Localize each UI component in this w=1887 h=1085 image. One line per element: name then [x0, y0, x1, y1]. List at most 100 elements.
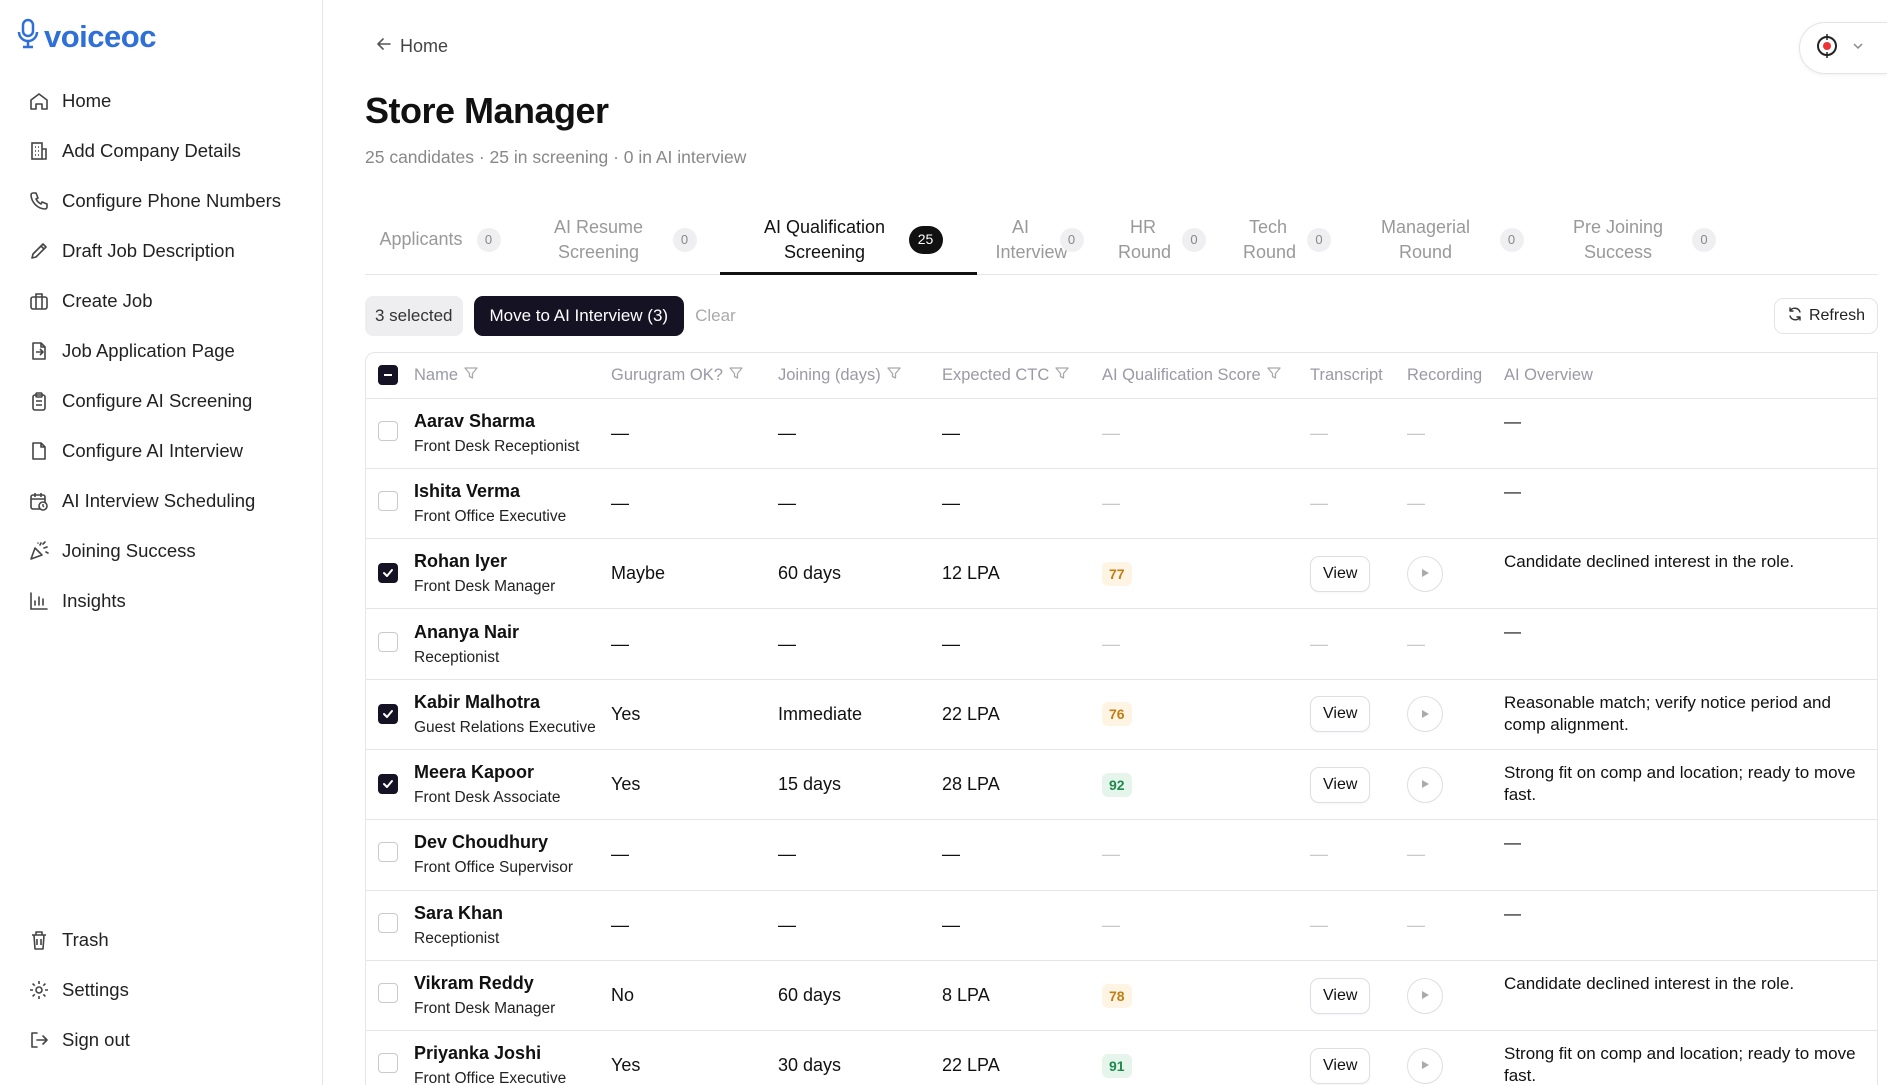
empty-transcript: —: [1310, 422, 1328, 443]
tab-count-badge: 0: [1059, 227, 1084, 252]
page-subtitle: 25 candidates · 25 in screening · 0 in A…: [365, 147, 747, 167]
candidate-name[interactable]: Vikram Reddy: [414, 973, 534, 994]
sidebar-item-sign-out[interactable]: Sign out: [0, 1015, 322, 1065]
sidebar-item-trash[interactable]: Trash: [0, 915, 322, 965]
sidebar-item-configure-ai-screening[interactable]: Configure AI Screening: [0, 376, 322, 426]
filter-icon[interactable]: [729, 366, 743, 385]
filter-icon[interactable]: [464, 366, 478, 385]
view-transcript-button[interactable]: View: [1310, 696, 1371, 733]
table-row[interactable]: Aarav Sharma Front Desk Receptionist — — — — —…: [366, 398, 1877, 469]
candidate-name[interactable]: Dev Choudhury: [414, 832, 549, 853]
play-recording-button[interactable]: [1407, 766, 1443, 803]
row-checkbox[interactable]: [378, 774, 398, 795]
play-recording-button[interactable]: [1407, 977, 1443, 1014]
candidate-name[interactable]: Aarav Sharma: [414, 410, 536, 431]
sidebar-item-draft-job-description[interactable]: Draft Job Description: [0, 226, 322, 276]
sidebar-item-insights[interactable]: Insights: [0, 576, 322, 626]
tab-ai-interview[interactable]: AI Interview 0: [977, 205, 1102, 274]
candidate-name[interactable]: Ishita Verma: [414, 480, 521, 501]
sidebar-item-joining-success[interactable]: Joining Success: [0, 526, 322, 576]
column-header-ai-overview: AI Overview: [1498, 353, 1877, 398]
candidate-name[interactable]: Sara Khan: [414, 902, 504, 923]
candidate-name[interactable]: Priyanka Joshi: [414, 1043, 542, 1064]
play-recording-button[interactable]: [1407, 696, 1443, 733]
sidebar-item-configure-phone-numbers[interactable]: Configure Phone Numbers: [0, 176, 322, 226]
sidebar-item-configure-ai-interview[interactable]: Configure AI Interview: [0, 426, 322, 476]
row-checkbox[interactable]: [378, 983, 398, 1004]
tab-ai-resume-screening[interactable]: AI Resume Screening 0: [515, 205, 720, 274]
trash-icon: [28, 929, 50, 951]
back-link[interactable]: Home: [376, 36, 448, 57]
empty-score: —: [1102, 633, 1120, 654]
tab-label: Applicants: [379, 229, 463, 249]
row-checkbox[interactable]: [378, 842, 398, 863]
table-row[interactable]: Dev Choudhury Front Office Supervisor — — — —…: [366, 820, 1877, 891]
table-row[interactable]: Ananya Nair Receptionist — — — — — — —: [366, 609, 1877, 680]
sidebar-item-home[interactable]: Home: [0, 76, 322, 126]
row-checkbox[interactable]: [378, 420, 398, 441]
tab-managerial-round[interactable]: Managerial Round 0: [1352, 205, 1537, 274]
column-header-expected-ctc: Expected CTC: [936, 353, 1096, 398]
empty-recording: —: [1407, 844, 1425, 865]
gurugram-ok-cell: —: [611, 422, 629, 443]
avatar: [1812, 31, 1842, 66]
sidebar-item-label: Draft Job Description: [62, 240, 235, 261]
sidebar-item-label: Configure AI Screening: [62, 390, 253, 411]
candidate-name[interactable]: Kabir Malhotra: [414, 691, 541, 712]
empty-transcript: —: [1310, 844, 1328, 865]
empty-recording: —: [1407, 422, 1425, 443]
candidate-name[interactable]: Meera Kapoor: [414, 762, 535, 783]
sidebar-item-settings[interactable]: Settings: [0, 965, 322, 1015]
score-badge: 91: [1102, 1053, 1132, 1078]
document-icon: [28, 440, 50, 462]
table-row[interactable]: Sara Khan Receptionist — — — — — — —: [366, 890, 1877, 961]
filter-icon[interactable]: [1267, 366, 1281, 385]
play-recording-button[interactable]: [1407, 555, 1443, 592]
table-row[interactable]: Kabir Malhotra Guest Relations Executive Y…: [366, 679, 1877, 750]
select-all-checkbox[interactable]: [378, 364, 398, 385]
tab-applicants[interactable]: Applicants 0: [365, 205, 515, 274]
table-row[interactable]: Ishita Verma Front Office Executive — — — — — —…: [366, 468, 1877, 539]
refresh-button[interactable]: Refresh: [1773, 298, 1878, 334]
view-transcript-button[interactable]: View: [1310, 977, 1371, 1014]
table-header-row: Name Gurugram OK? Joining (days) Expected C…: [366, 353, 1877, 398]
filter-icon[interactable]: [887, 366, 901, 385]
tab-pre-joining-success[interactable]: Pre Joining Success 0: [1537, 205, 1737, 274]
view-transcript-button[interactable]: View: [1310, 555, 1371, 592]
candidate-name[interactable]: Rohan Iyer: [414, 551, 508, 572]
table-row[interactable]: Priyanka Joshi Front Office Executive Yes 3…: [366, 1031, 1877, 1085]
table-row[interactable]: Meera Kapoor Front Desk Associate Yes 15 da…: [366, 749, 1877, 820]
move-to-ai-interview-button[interactable]: Move to AI Interview (3): [473, 296, 685, 336]
row-checkbox[interactable]: [378, 563, 398, 584]
tab-label: Tech Round: [1243, 216, 1297, 262]
expected-ctc-cell: 28 LPA: [942, 774, 1000, 795]
chevron-down-icon: [1852, 39, 1864, 57]
tab-count-badge: 25: [908, 225, 943, 254]
profile-menu-button[interactable]: [1799, 22, 1887, 74]
tab-hr-round[interactable]: HR Round 0: [1102, 205, 1222, 274]
sidebar-item-add-company-details[interactable]: Add Company Details: [0, 126, 322, 176]
row-checkbox[interactable]: [378, 703, 398, 724]
logo[interactable]: voiceoc: [16, 18, 156, 55]
candidate-name[interactable]: Ananya Nair: [414, 621, 520, 642]
tab-tech-round[interactable]: Tech Round 0: [1222, 205, 1352, 274]
row-checkbox[interactable]: [378, 490, 398, 511]
sidebar-item-ai-interview-scheduling[interactable]: AI Interview Scheduling: [0, 476, 322, 526]
row-checkbox[interactable]: [378, 1053, 398, 1074]
sidebar-item-create-job[interactable]: Create Job: [0, 276, 322, 326]
row-checkbox[interactable]: [378, 912, 398, 933]
filter-icon[interactable]: [1055, 366, 1069, 385]
row-checkbox[interactable]: [378, 631, 398, 652]
view-transcript-button[interactable]: View: [1310, 1047, 1371, 1084]
clear-selection-button[interactable]: Clear: [695, 306, 736, 325]
tab-ai-qualification-screening[interactable]: AI Qualification Screening 25: [720, 205, 977, 275]
sidebar-item-label: Job Application Page: [62, 340, 235, 361]
play-icon: [1419, 704, 1431, 725]
table-row[interactable]: Rohan Iyer Front Desk Manager Maybe 60 days…: [366, 539, 1877, 609]
sidebar-item-label: Insights: [62, 590, 126, 611]
table-row[interactable]: Vikram Reddy Front Desk Manager No 60 days 8…: [366, 960, 1877, 1031]
sidebar-item-label: Configure Phone Numbers: [62, 190, 282, 211]
view-transcript-button[interactable]: View: [1310, 766, 1371, 803]
play-recording-button[interactable]: [1407, 1047, 1443, 1084]
sidebar-item-job-application-page[interactable]: Job Application Page: [0, 326, 322, 376]
